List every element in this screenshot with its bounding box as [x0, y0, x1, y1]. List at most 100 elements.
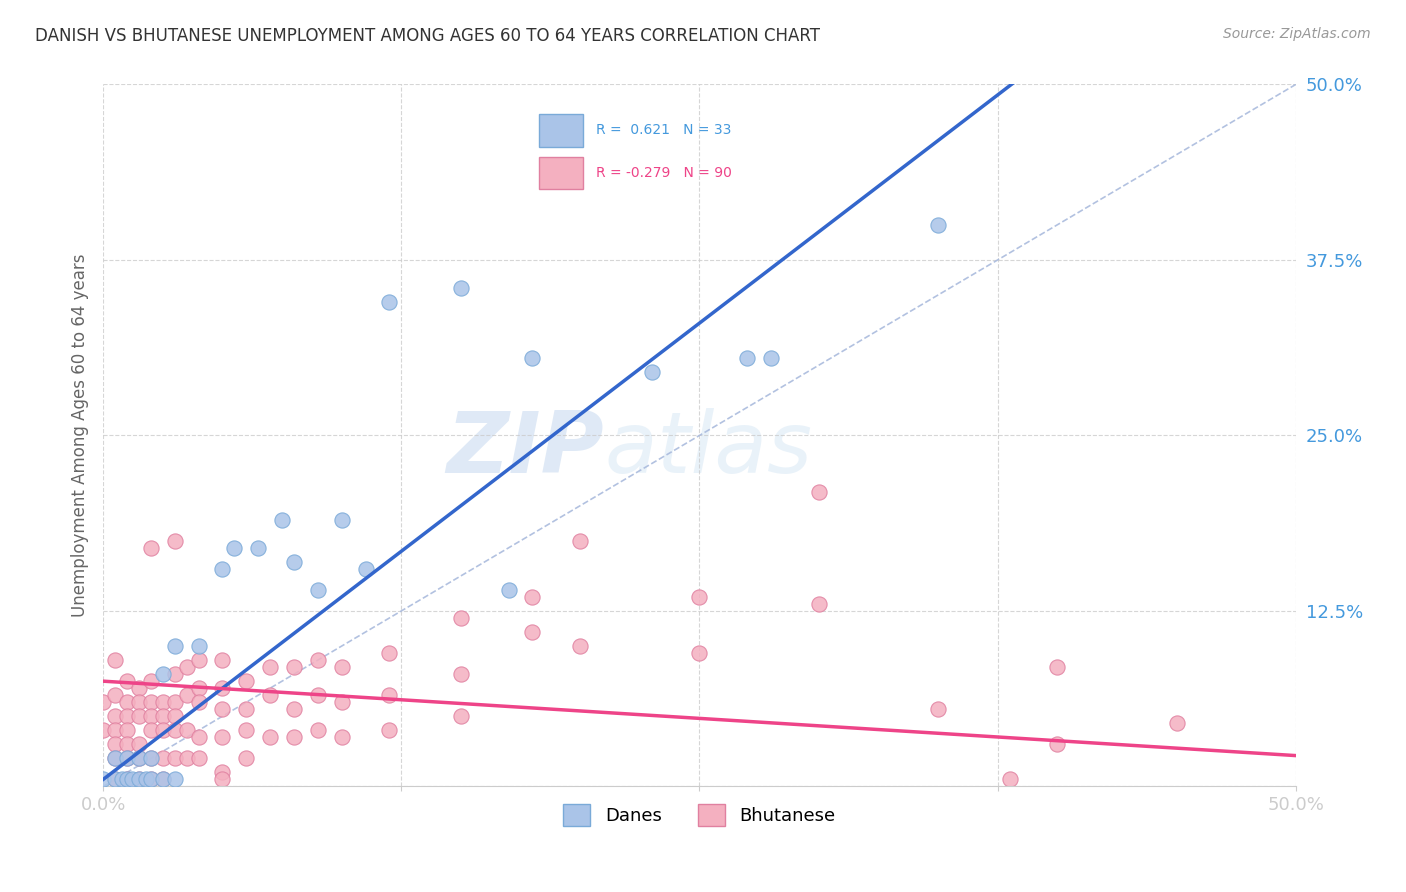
- Point: [330, 660, 353, 674]
- Point: [139, 709, 162, 723]
- Text: Source: ZipAtlas.com: Source: ZipAtlas.com: [1223, 27, 1371, 41]
- Point: [152, 772, 174, 787]
- Point: [378, 295, 401, 310]
- Point: [688, 590, 710, 604]
- Point: [283, 555, 305, 569]
- Point: [152, 667, 174, 681]
- Point: [807, 597, 830, 611]
- Point: [128, 751, 150, 765]
- Point: [378, 723, 401, 738]
- Point: [283, 660, 305, 674]
- Point: [163, 695, 186, 709]
- Point: [569, 639, 592, 653]
- Point: [522, 351, 544, 366]
- Point: [91, 772, 114, 787]
- Point: [152, 695, 174, 709]
- Point: [115, 751, 138, 765]
- Point: [187, 639, 209, 653]
- Point: [163, 709, 186, 723]
- Point: [163, 639, 186, 653]
- Point: [139, 751, 162, 765]
- Point: [163, 772, 186, 787]
- Point: [307, 653, 329, 667]
- Point: [176, 723, 198, 738]
- Point: [522, 625, 544, 640]
- Point: [115, 772, 138, 787]
- Point: [128, 709, 150, 723]
- Point: [927, 218, 949, 232]
- Point: [128, 772, 150, 787]
- Point: [211, 681, 233, 696]
- Point: [139, 541, 162, 555]
- Text: ZIP: ZIP: [447, 408, 605, 491]
- Point: [235, 702, 257, 716]
- Point: [378, 646, 401, 660]
- Point: [115, 709, 138, 723]
- Point: [235, 723, 257, 738]
- Point: [152, 751, 174, 765]
- Point: [128, 681, 150, 696]
- Point: [152, 723, 174, 738]
- Point: [378, 688, 401, 702]
- Point: [111, 772, 134, 787]
- Point: [115, 695, 138, 709]
- Point: [307, 688, 329, 702]
- Point: [152, 772, 174, 787]
- Point: [128, 737, 150, 751]
- Point: [211, 772, 233, 787]
- Point: [121, 772, 143, 787]
- Text: atlas: atlas: [605, 408, 813, 491]
- Point: [450, 667, 472, 681]
- Point: [807, 484, 830, 499]
- Point: [176, 688, 198, 702]
- Point: [115, 723, 138, 738]
- Y-axis label: Unemployment Among Ages 60 to 64 years: Unemployment Among Ages 60 to 64 years: [72, 253, 89, 617]
- Point: [139, 751, 162, 765]
- Point: [139, 695, 162, 709]
- Point: [211, 765, 233, 780]
- Point: [187, 653, 209, 667]
- Text: DANISH VS BHUTANESE UNEMPLOYMENT AMONG AGES 60 TO 64 YEARS CORRELATION CHART: DANISH VS BHUTANESE UNEMPLOYMENT AMONG A…: [35, 27, 820, 45]
- Point: [330, 695, 353, 709]
- Point: [115, 772, 138, 787]
- Point: [187, 681, 209, 696]
- Point: [259, 688, 281, 702]
- Point: [139, 723, 162, 738]
- Point: [152, 709, 174, 723]
- Point: [211, 731, 233, 745]
- Point: [450, 709, 472, 723]
- Point: [259, 660, 281, 674]
- Point: [354, 562, 377, 576]
- Point: [688, 646, 710, 660]
- Point: [91, 723, 114, 738]
- Point: [522, 590, 544, 604]
- Point: [759, 351, 782, 366]
- Point: [128, 772, 150, 787]
- Point: [139, 772, 162, 787]
- Point: [211, 562, 233, 576]
- Point: [1166, 716, 1188, 731]
- Point: [998, 772, 1021, 787]
- Point: [104, 709, 127, 723]
- Point: [163, 723, 186, 738]
- Point: [1046, 737, 1069, 751]
- Point: [104, 723, 127, 738]
- Point: [498, 582, 520, 597]
- Point: [450, 611, 472, 625]
- Point: [163, 667, 186, 681]
- Point: [735, 351, 758, 366]
- Point: [211, 653, 233, 667]
- Point: [104, 737, 127, 751]
- Point: [187, 695, 209, 709]
- Point: [115, 751, 138, 765]
- Point: [247, 541, 270, 555]
- Point: [176, 751, 198, 765]
- Point: [271, 513, 294, 527]
- Point: [176, 660, 198, 674]
- Point: [330, 731, 353, 745]
- Point: [330, 513, 353, 527]
- Point: [187, 731, 209, 745]
- Point: [139, 772, 162, 787]
- Point: [139, 674, 162, 689]
- Point: [128, 695, 150, 709]
